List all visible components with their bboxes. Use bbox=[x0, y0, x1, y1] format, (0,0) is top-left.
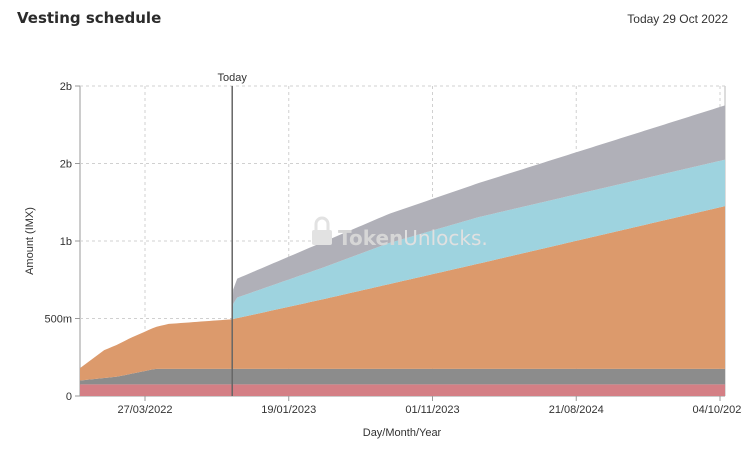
area-series-5 bbox=[80, 105, 725, 369]
area-series-3 bbox=[80, 206, 725, 381]
x-axis-ticks: 27/03/2022 19/01/2023 01/11/2023 21/08/2024… bbox=[117, 396, 742, 416]
area-series-4 bbox=[80, 159, 725, 369]
area-series-2 bbox=[80, 368, 725, 385]
y-tick-label: 2b bbox=[60, 81, 72, 93]
today-date-label: Today 29 Oct 2022 bbox=[627, 12, 728, 26]
area-series-1 bbox=[80, 384, 725, 396]
y-tick-label: 0 bbox=[66, 391, 72, 403]
watermark: TokenUnlocks. bbox=[312, 216, 488, 250]
y-tick-label: 2b bbox=[60, 159, 72, 171]
watermark-text-unlocks: Unlocks bbox=[403, 226, 481, 250]
chart-title: Vesting schedule bbox=[17, 9, 162, 27]
today-marker: Today bbox=[218, 72, 248, 396]
x-tick-label: 19/01/2023 bbox=[261, 404, 316, 416]
x-tick-label: 01/11/2023 bbox=[405, 404, 459, 416]
x-tick-label: 27/03/2022 bbox=[117, 404, 172, 416]
watermark-dot: . bbox=[481, 226, 487, 250]
x-axis-label: Day/Month/Year bbox=[363, 427, 442, 439]
stacked-areas bbox=[80, 105, 725, 396]
y-tick-label: 1b bbox=[60, 236, 72, 248]
y-axis-label: Amount (IMX) bbox=[24, 207, 36, 275]
x-tick-label: 04/10/2025 bbox=[692, 404, 742, 416]
svg-text:TokenUnlocks.: TokenUnlocks. bbox=[338, 226, 488, 250]
y-axis-ticks: 0 500m 1b 2b 2b bbox=[44, 81, 80, 403]
watermark-lock-icon bbox=[312, 216, 332, 245]
y-tick-label: 500m bbox=[44, 314, 72, 326]
today-marker-label: Today bbox=[218, 72, 248, 84]
x-tick-label: 21/08/2024 bbox=[549, 404, 604, 416]
watermark-text-token: Token bbox=[338, 226, 403, 250]
